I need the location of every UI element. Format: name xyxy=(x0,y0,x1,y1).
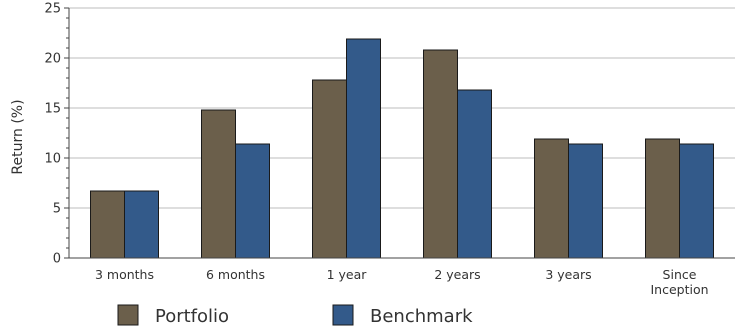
x-tick-label: 1 year xyxy=(327,267,368,282)
bar-portfolio-5 xyxy=(645,138,680,259)
y-tick-label: 20 xyxy=(44,52,61,67)
bar-portfolio-0 xyxy=(90,190,125,259)
gridlines xyxy=(69,7,735,209)
legend-label-portfolio: Portfolio xyxy=(155,306,229,327)
bar-portfolio-2 xyxy=(312,79,347,259)
bar-benchmark-2 xyxy=(346,38,381,259)
x-tick-label: 6 months xyxy=(206,267,265,282)
legend-label-benchmark: Benchmark xyxy=(370,306,473,327)
y-tick-label: 10 xyxy=(44,152,61,167)
y-tick-label: 25 xyxy=(44,2,61,17)
x-tick-label: Inception xyxy=(650,282,708,297)
bars xyxy=(90,38,714,259)
bar-portfolio-1 xyxy=(201,109,236,259)
legend-swatch-benchmark xyxy=(332,304,354,326)
x-tick-label: 3 months xyxy=(95,267,154,282)
bar-portfolio-3 xyxy=(423,49,458,259)
legend: Portfolio Benchmark xyxy=(117,304,473,327)
legend-swatch-portfolio xyxy=(117,304,139,326)
bar-benchmark-0 xyxy=(124,190,159,259)
bar-benchmark-1 xyxy=(235,143,270,259)
y-tick-label: 0 xyxy=(53,252,61,267)
bar-portfolio-4 xyxy=(534,138,569,259)
bar-benchmark-4 xyxy=(568,143,603,259)
x-tick-label: Since xyxy=(663,267,697,282)
bar-benchmark-5 xyxy=(679,143,714,259)
bar-benchmark-3 xyxy=(457,89,492,259)
x-tick-label: 2 years xyxy=(434,267,480,282)
y-axis-title: Return (%) xyxy=(10,99,26,174)
axes: 0 5 10 15 20 25 3 months 6 months 1 year 2 years 3… xyxy=(44,2,735,297)
y-tick-label: 5 xyxy=(53,202,61,217)
y-tick-label: 15 xyxy=(44,102,61,117)
x-tick-label: 3 years xyxy=(545,267,591,282)
